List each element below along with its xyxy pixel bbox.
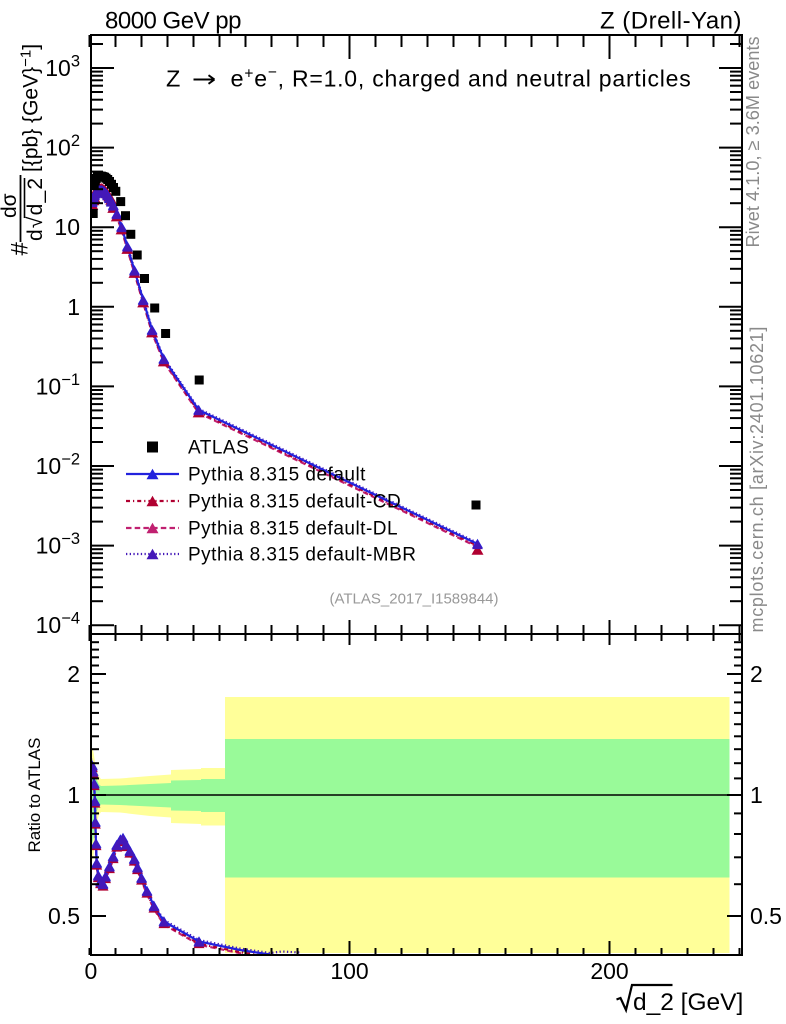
svg-text:e+e−, R=1.0, charged and neutr: e+e−, R=1.0, charged and neutral particl… [231,64,692,92]
svg-text:dσ: dσ [0,193,21,218]
svg-text:mcplots.cern.ch [arXiv:2401.10: mcplots.cern.ch [arXiv:2401.10621] [747,326,767,633]
svg-text:Pythia 8.315 default-MBR: Pythia 8.315 default-MBR [188,545,417,566]
svg-text:(ATLAS_2017_I1589844): (ATLAS_2017_I1589844) [329,591,498,608]
svg-text:#: # [7,242,34,256]
svg-text:Z (Drell-Yan): Z (Drell-Yan) [600,8,742,35]
svg-text:0.5: 0.5 [750,903,782,929]
svg-text:2: 2 [750,661,763,687]
svg-text:1: 1 [67,294,80,320]
svg-text:1: 1 [750,782,763,808]
svg-text:Z: Z [166,66,180,92]
svg-text:0: 0 [85,958,98,984]
svg-text:10: 10 [54,214,80,240]
svg-text:100: 100 [330,958,368,984]
svg-text:10−1: 10−1 [36,371,80,400]
svg-text:d_2 [GeV]: d_2 [GeV] [633,989,743,1016]
svg-text:2: 2 [67,661,80,687]
svg-text:Pythia 8.315 default: Pythia 8.315 default [188,465,366,486]
svg-text:Pythia 8.315 default-CD: Pythia 8.315 default-CD [188,492,401,513]
svg-text:d√d_2: d√d_2 [24,177,47,241]
svg-text:200: 200 [590,958,628,984]
svg-text:1: 1 [67,782,80,808]
svg-text:Pythia 8.315 default-DL: Pythia 8.315 default-DL [188,519,398,540]
svg-text:0.5: 0.5 [48,903,80,929]
svg-text:Rivet 4.1.0, ≥ 3.6M events: Rivet 4.1.0, ≥ 3.6M events [743,36,763,247]
svg-text:8000 GeV pp: 8000 GeV pp [105,8,241,35]
svg-text:ATLAS: ATLAS [188,438,249,459]
svg-text:Ratio to ATLAS: Ratio to ATLAS [25,738,44,853]
